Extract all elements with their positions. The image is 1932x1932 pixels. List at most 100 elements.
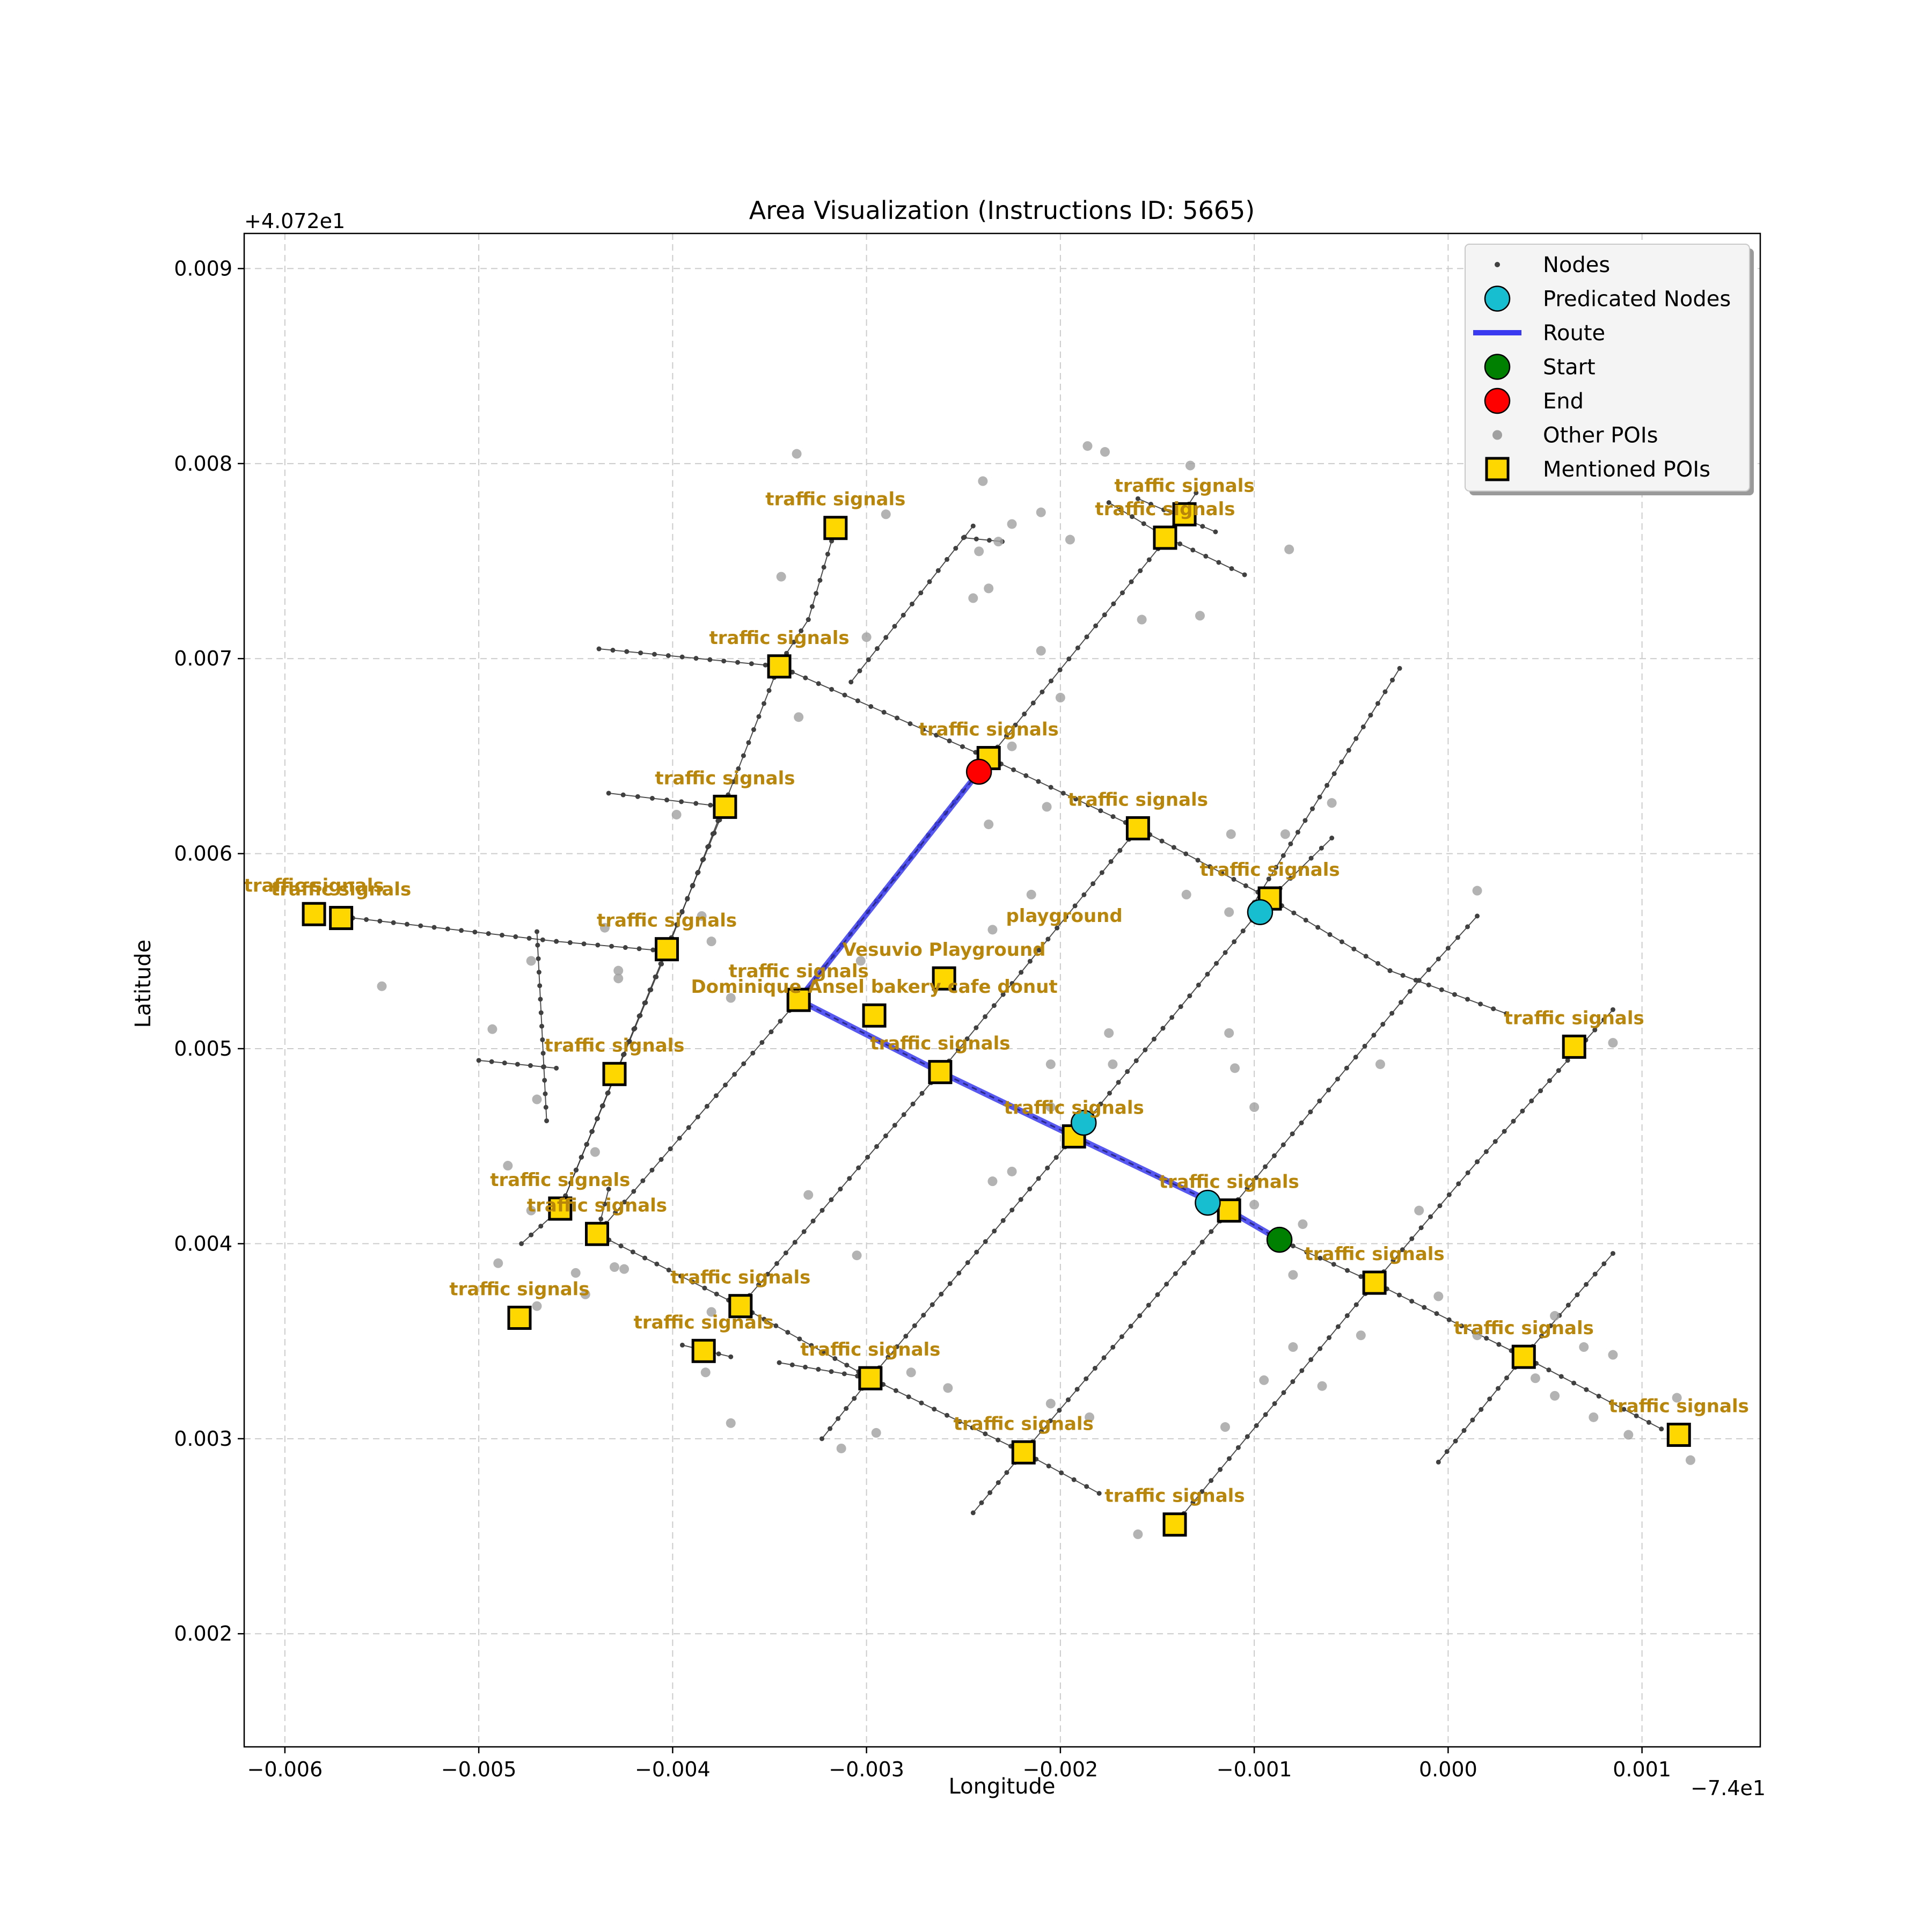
node-point [955, 1047, 961, 1052]
node-point [1093, 623, 1099, 628]
node-point [1065, 1397, 1071, 1402]
node-point [1360, 724, 1366, 729]
node-point [1274, 865, 1279, 870]
mentioned-poi-square [858, 1366, 883, 1391]
node-point [554, 1065, 559, 1071]
other-poi-dot [1230, 1063, 1240, 1073]
node-point [983, 1014, 988, 1019]
node-point [685, 896, 690, 901]
node-point [1446, 1192, 1452, 1197]
node-point [1362, 1043, 1367, 1049]
node-point [1339, 759, 1344, 765]
node-point [534, 929, 539, 934]
node-point [1200, 524, 1205, 529]
node-point [702, 1285, 707, 1291]
node-point [679, 1342, 685, 1348]
node-point [1004, 733, 1009, 738]
node-point [647, 987, 653, 993]
other-poi-dot [1045, 1059, 1056, 1070]
node-point [1036, 948, 1042, 953]
node-point [1108, 859, 1114, 864]
node-point [1601, 1017, 1607, 1022]
node-point [947, 738, 952, 744]
node-point [932, 1407, 937, 1412]
other-poi-dot [987, 1176, 998, 1187]
node-point [1178, 1004, 1183, 1009]
node-point [1358, 1274, 1364, 1279]
mentioned-poi-label: traffic signals [1305, 1243, 1445, 1265]
node-point [1398, 1000, 1403, 1005]
node-point [1596, 1394, 1601, 1399]
node-point [965, 1260, 970, 1265]
mentioned-poi-label: traffic signals [1115, 475, 1255, 496]
node-point [1036, 779, 1041, 784]
node-point [1019, 970, 1024, 975]
node-point [817, 577, 823, 583]
node-point [708, 802, 713, 808]
predicated-node [1070, 1109, 1097, 1136]
node-point [1511, 1118, 1516, 1124]
node-point [1099, 870, 1104, 875]
node-point [773, 1323, 779, 1328]
other-poi-dot [1530, 1373, 1540, 1384]
node-point [622, 1199, 627, 1205]
x-tick-label: 0.000 [1419, 1758, 1477, 1781]
node-point [785, 1330, 791, 1335]
x-axis-offset-label: −7.4e1 [1690, 1776, 1766, 1800]
node-point [502, 1060, 507, 1066]
node-point [894, 1344, 899, 1349]
mentioned-poi-square [329, 906, 354, 931]
node-point [626, 1040, 631, 1045]
node-point [1214, 961, 1219, 966]
node-point [1009, 1208, 1015, 1213]
node-point [1391, 1258, 1396, 1263]
mentioned-poi-label: traffic signals [244, 875, 384, 896]
route-markers [965, 758, 1293, 1253]
y-axis-offset-label: +4.072e1 [244, 209, 345, 233]
node-point [1107, 1091, 1113, 1096]
mentioned-poi-square [1217, 1198, 1241, 1223]
node-point [741, 1061, 747, 1066]
node-point [1426, 967, 1431, 972]
other-poi-dot [871, 1428, 881, 1438]
node-point [499, 933, 504, 938]
node-point [1199, 1239, 1205, 1245]
node-point [1492, 1139, 1498, 1144]
node-point [1331, 1262, 1336, 1267]
node-point [766, 688, 772, 693]
node-point [1288, 841, 1293, 846]
node-point [536, 970, 541, 975]
node-point [1475, 913, 1480, 919]
other-poi-dot [1288, 1270, 1298, 1280]
y-tick-label: 0.008 [174, 452, 232, 475]
node-point [996, 1480, 1001, 1485]
node-point [1013, 722, 1018, 728]
node-point [391, 920, 396, 925]
node-point [1111, 601, 1116, 606]
node-point [1098, 808, 1103, 814]
node-point [1190, 547, 1196, 553]
node-point [1484, 1336, 1489, 1341]
node-point [1529, 1098, 1534, 1103]
node-point [1071, 1477, 1077, 1482]
node-point [841, 1371, 847, 1377]
other-poi-dot [1608, 1350, 1618, 1360]
node-point [1302, 818, 1308, 823]
node-point [701, 857, 706, 862]
node-point [631, 1027, 636, 1032]
other-pois [377, 441, 1695, 1539]
node-point [1072, 903, 1078, 909]
node-point [960, 744, 965, 749]
node-point [1280, 1142, 1286, 1147]
node-point [1434, 1311, 1439, 1316]
other-poi-dot [1181, 889, 1191, 899]
node-point [901, 1112, 906, 1117]
other-poi-dot [1550, 1391, 1560, 1401]
node-point [1240, 928, 1246, 934]
node-point [1290, 1243, 1296, 1249]
other-poi-dot [1249, 1199, 1260, 1210]
node-point [1601, 1261, 1607, 1267]
node-point [1353, 1302, 1359, 1307]
node-point [1207, 864, 1212, 869]
mentioned-poi-label: traffic signals [655, 767, 795, 789]
